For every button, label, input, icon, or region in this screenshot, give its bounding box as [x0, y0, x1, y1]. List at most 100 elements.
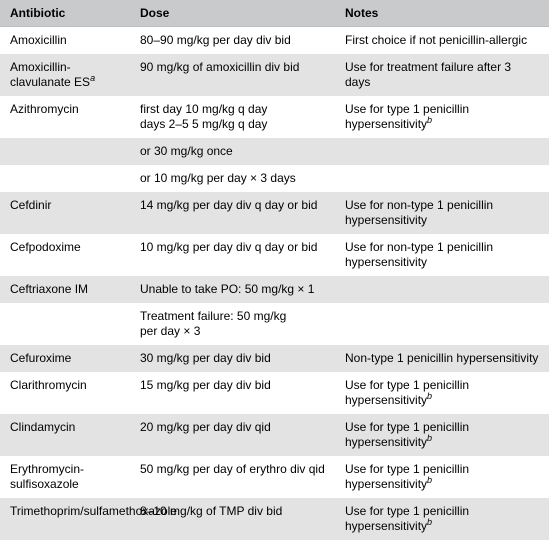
- dose-line: 30 mg/kg per day div bid: [140, 351, 271, 365]
- notes-cell: Use for treatment failure after 3 days: [335, 54, 549, 96]
- dose-line: or 30 mg/kg once: [140, 144, 233, 158]
- table-row: or 10 mg/kg per day × 3 days: [0, 165, 549, 192]
- dose-line: per day × 3: [140, 324, 200, 338]
- dose-line: Unable to take PO: 50 mg/kg × 1: [140, 282, 314, 296]
- antibiotic-cell: Cefpodoxime: [0, 234, 130, 276]
- antibiotic-name: Amoxicillin: [10, 33, 67, 47]
- dose-cell: 90 mg/kg of amoxicillin div bid: [130, 54, 335, 96]
- dose-cell: Treatment failure: 50 mg/kgper day × 3: [130, 303, 335, 345]
- dose-line: first day 10 mg/kg q day: [140, 102, 267, 116]
- antibiotic-name: Cefdinir: [10, 198, 51, 212]
- dose-cell: or 10 mg/kg per day × 3 days: [130, 165, 335, 192]
- antibiotic-cell: Clindamycin: [0, 414, 130, 456]
- notes-line: Use for type 1 penicillin hypersensitivi…: [345, 102, 469, 131]
- antibiotic-name: Clarithromycin: [10, 378, 87, 392]
- table-row: Cefuroxime 30 mg/kg per day div bid Non-ty…: [0, 345, 549, 372]
- antibiotic-name: Cefuroxime: [10, 351, 71, 365]
- footnote-marker: b: [427, 115, 432, 125]
- header-notes: Notes: [335, 0, 549, 27]
- dose-cell: 10 mg/kg per day div q day or bid: [130, 234, 335, 276]
- dose-cell: Unable to take PO: 50 mg/kg × 1: [130, 276, 335, 303]
- footnote-marker: b: [427, 517, 432, 527]
- footnote-marker: a: [90, 73, 95, 83]
- notes-cell: [335, 303, 549, 345]
- antibiotic-cell: Cefdinir: [0, 192, 130, 234]
- table-row: Clarithromycin 15 mg/kg per day div bid Us…: [0, 372, 549, 414]
- antibiotic-name: Clindamycin: [10, 420, 75, 434]
- notes-line: Use for type 1 penicillin hypersensitivi…: [345, 504, 469, 533]
- antibiotic-cell: Cefuroxime: [0, 345, 130, 372]
- table-row: Amoxicillin-clavulanate ESa 90 mg/kg of a…: [0, 54, 549, 96]
- dose-cell: first day 10 mg/kg q daydays 2–5 5 mg/kg…: [130, 96, 335, 138]
- notes-line: Use for non-type 1 penicillin hypersensi…: [345, 198, 493, 227]
- antibiotic-cell: Amoxicillin: [0, 27, 130, 55]
- table-row: or 30 mg/kg once: [0, 138, 549, 165]
- table-row: Cefdinir 14 mg/kg per day div q day or bi…: [0, 192, 549, 234]
- table-row: Cefpodoxime 10 mg/kg per day div q day or…: [0, 234, 549, 276]
- notes-cell: [335, 165, 549, 192]
- notes-cell: Use for non-type 1 penicillin hypersensi…: [335, 234, 549, 276]
- table-body: Amoxicillin 80–90 mg/kg per day div bid Fi…: [0, 27, 549, 540]
- antibiotic-cell: [0, 165, 130, 192]
- dose-line: 80–90 mg/kg per day div bid: [140, 33, 291, 47]
- antibiotic-cell: Ceftriaxone IM: [0, 276, 130, 303]
- dose-cell: 30 mg/kg per day div bid: [130, 345, 335, 372]
- table-row: Ceftriaxone IM Unable to take PO: 50 mg/k…: [0, 276, 549, 303]
- antibiotic-cell: [0, 138, 130, 165]
- table-row: Erythromycin-sulfisoxazole 50 mg/kg per d…: [0, 456, 549, 498]
- notes-cell: Non-type 1 penicillin hypersensitivity: [335, 345, 549, 372]
- antibiotic-name: Cefpodoxime: [10, 240, 81, 254]
- antibiotic-name: Amoxicillin-clavulanate ES: [10, 60, 90, 89]
- dose-line: 50 mg/kg per day of erythro div qid: [140, 462, 325, 476]
- table-header: Antibiotic Dose Notes: [0, 0, 549, 27]
- notes-line: Use for treatment failure after 3 days: [345, 60, 511, 89]
- notes-cell: Use for non-type 1 penicillin hypersensi…: [335, 192, 549, 234]
- antibiotic-name: Ceftriaxone IM: [10, 282, 88, 296]
- footnote-marker: b: [427, 391, 432, 401]
- dose-cell: 50 mg/kg per day of erythro div qid: [130, 456, 335, 498]
- footnote-marker: b: [427, 475, 432, 485]
- notes-cell: Use for type 1 penicillin hypersensitivi…: [335, 96, 549, 138]
- notes-line: Non-type 1 penicillin hypersensitivity: [345, 351, 538, 365]
- dose-cell: or 30 mg/kg once: [130, 138, 335, 165]
- notes-line: Use for type 1 penicillin hypersensitivi…: [345, 420, 469, 449]
- antibiotic-table: Antibiotic Dose Notes Amoxicillin 80–90 m…: [0, 0, 549, 540]
- table-row: Azithromycin first day 10 mg/kg q daydays…: [0, 96, 549, 138]
- antibiotic-name: Azithromycin: [10, 102, 79, 116]
- notes-line: First choice if not penicillin-allergic: [345, 33, 527, 47]
- dose-line: 90 mg/kg of amoxicillin div bid: [140, 60, 299, 74]
- header-dose: Dose: [130, 0, 335, 27]
- dose-line: 15 mg/kg per day div bid: [140, 378, 271, 392]
- dose-line: 10 mg/kg per day div q day or bid: [140, 240, 317, 254]
- notes-cell: Use for type 1 penicillin hypersensitivi…: [335, 414, 549, 456]
- dose-line: or 10 mg/kg per day × 3 days: [140, 171, 296, 185]
- antibiotic-cell: Erythromycin-sulfisoxazole: [0, 456, 130, 498]
- antibiotic-cell: Amoxicillin-clavulanate ESa: [0, 54, 130, 96]
- antibiotic-cell: [0, 303, 130, 345]
- notes-line: Use for type 1 penicillin hypersensitivi…: [345, 462, 469, 491]
- notes-line: Use for non-type 1 penicillin hypersensi…: [345, 240, 493, 269]
- notes-line: Use for type 1 penicillin hypersensitivi…: [345, 378, 469, 407]
- notes-cell: [335, 276, 549, 303]
- footnote-marker: b: [427, 433, 432, 443]
- dose-cell: 80–90 mg/kg per day div bid: [130, 27, 335, 55]
- dose-cell: 15 mg/kg per day div bid: [130, 372, 335, 414]
- dose-line: days 2–5 5 mg/kg q day: [140, 117, 267, 131]
- notes-cell: Use for type 1 penicillin hypersensitivi…: [335, 372, 549, 414]
- dose-line: 20 mg/kg per day div qid: [140, 420, 271, 434]
- notes-cell: First choice if not penicillin-allergic: [335, 27, 549, 55]
- dose-cell: 20 mg/kg per day div qid: [130, 414, 335, 456]
- antibiotic-name: Erythromycin-sulfisoxazole: [10, 462, 84, 491]
- table-row: Amoxicillin 80–90 mg/kg per day div bid Fi…: [0, 27, 549, 55]
- dose-cell: 14 mg/kg per day div q day or bid: [130, 192, 335, 234]
- notes-cell: Use for type 1 penicillin hypersensitivi…: [335, 456, 549, 498]
- dose-line: 8–10 mg/kg of TMP div bid: [140, 504, 282, 518]
- notes-cell: [335, 138, 549, 165]
- antibiotic-cell: Clarithromycin: [0, 372, 130, 414]
- antibiotic-cell: Azithromycin: [0, 96, 130, 138]
- dose-line: Treatment failure: 50 mg/kg: [140, 309, 286, 323]
- table-row: Treatment failure: 50 mg/kgper day × 3: [0, 303, 549, 345]
- table-row: Clindamycin 20 mg/kg per day div qid Use f…: [0, 414, 549, 456]
- header-antibiotic: Antibiotic: [0, 0, 130, 27]
- dose-line: 14 mg/kg per day div q day or bid: [140, 198, 317, 212]
